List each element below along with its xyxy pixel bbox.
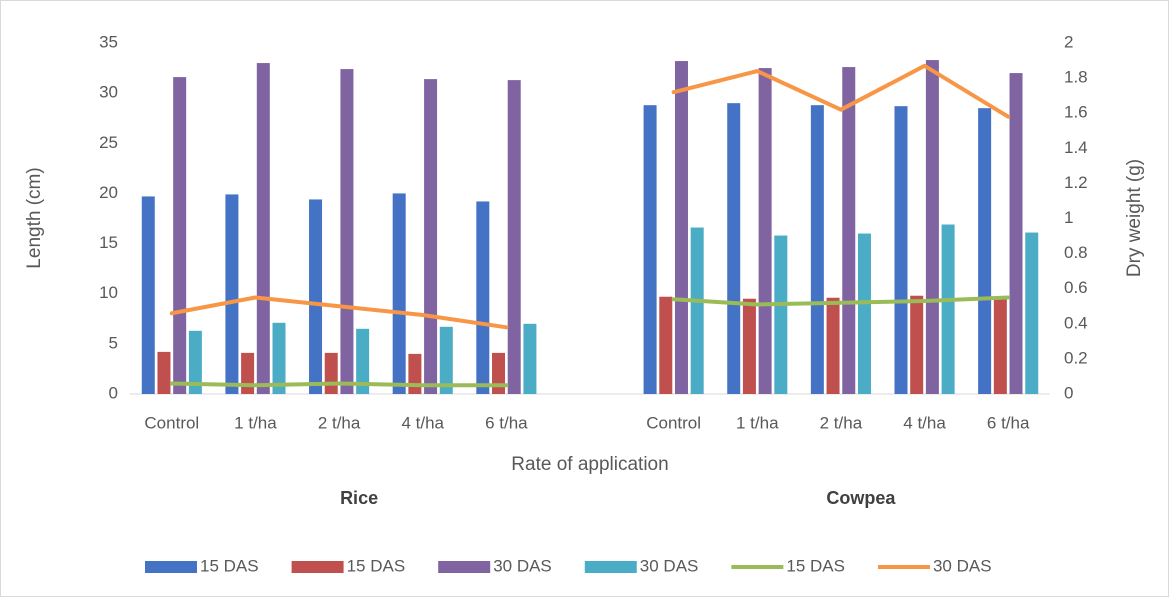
bar — [978, 108, 992, 394]
legend-label: 30 DAS — [933, 556, 992, 575]
bar — [324, 352, 338, 394]
x-tick-label: 6 t/ha — [987, 413, 1030, 432]
x-tick-label: Control — [144, 413, 199, 432]
bar — [492, 352, 506, 394]
x-tick-label: 2 t/ha — [318, 413, 361, 432]
bar — [810, 105, 824, 395]
y2-tick-label: 0 — [1064, 383, 1073, 402]
bar — [910, 295, 924, 394]
y2-tick-label: 0.2 — [1064, 348, 1088, 367]
y-tick-label: 0 — [109, 383, 118, 402]
bar — [941, 224, 955, 394]
y2-tick-label: 0.6 — [1064, 278, 1088, 297]
bar — [523, 323, 537, 394]
x-tick-label: Control — [646, 413, 701, 432]
bar — [256, 63, 270, 395]
x-tick-label: 1 t/ha — [234, 413, 277, 432]
bar — [643, 105, 657, 395]
bar — [774, 235, 788, 394]
y-tick-label: 15 — [99, 233, 118, 252]
bar — [742, 298, 756, 394]
bar — [894, 106, 908, 395]
bar — [1009, 73, 1023, 394]
bar — [157, 351, 171, 394]
y2-tick-label: 1.2 — [1064, 173, 1088, 192]
group-label: Rice — [340, 488, 378, 508]
y2-tick-label: 1.4 — [1064, 138, 1088, 157]
y-axis-title: Length (cm) — [24, 167, 45, 268]
bar — [1025, 232, 1039, 394]
legend-label: 15 DAS — [786, 556, 845, 575]
y-tick-label: 30 — [99, 83, 118, 102]
y-tick-label: 10 — [99, 283, 118, 302]
bar — [842, 67, 856, 394]
bar — [857, 233, 871, 394]
bar — [340, 69, 354, 395]
bar — [826, 297, 840, 394]
x-tick-label: 4 t/ha — [903, 413, 946, 432]
legend-label: 30 DAS — [640, 556, 699, 575]
x-tick-label: 2 t/ha — [820, 413, 863, 432]
y-tick-label: 20 — [99, 183, 118, 202]
y2-tick-label: 1.8 — [1064, 68, 1088, 87]
x-tick-label: 1 t/ha — [736, 413, 779, 432]
y-tick-label: 35 — [99, 32, 118, 51]
legend-swatch — [584, 561, 637, 573]
bar — [272, 322, 286, 394]
y2-tick-label: 2 — [1064, 32, 1073, 51]
legend-label: 30 DAS — [493, 556, 552, 575]
legend-label: 15 DAS — [347, 556, 406, 575]
bar — [674, 61, 688, 395]
legend-swatch — [438, 561, 491, 573]
y-tick-label: 25 — [99, 133, 118, 152]
bar — [356, 328, 370, 394]
bar — [439, 326, 453, 394]
x-tick-label: 6 t/ha — [485, 413, 528, 432]
bar — [758, 68, 772, 395]
legend-swatch — [291, 561, 344, 573]
bar — [659, 296, 673, 394]
bar — [424, 79, 438, 395]
bar — [993, 297, 1007, 394]
y2-tick-label: 1.6 — [1064, 103, 1088, 122]
bar — [408, 353, 422, 394]
bar — [188, 330, 202, 394]
y2-tick-label: 0.4 — [1064, 313, 1088, 332]
y2-tick-label: 0.8 — [1064, 243, 1088, 262]
bar — [225, 194, 239, 394]
bar — [309, 199, 323, 394]
bar — [727, 103, 741, 395]
bar — [241, 352, 255, 394]
y-tick-label: 5 — [109, 333, 118, 352]
x-tick-label: 4 t/ha — [401, 413, 444, 432]
bar — [507, 80, 521, 394]
legend-label: 15 DAS — [200, 556, 259, 575]
bar — [141, 196, 155, 394]
bar — [173, 77, 187, 395]
group-label: Cowpea — [826, 488, 896, 508]
legend-swatch — [145, 561, 197, 573]
bar — [476, 201, 490, 394]
bar — [690, 227, 704, 394]
line — [169, 63, 1011, 330]
y2-tick-label: 1 — [1064, 208, 1073, 227]
bar — [392, 193, 406, 394]
y2-axis-title: Dry weight (g) — [1124, 159, 1145, 277]
x-axis-title: Rate of application — [511, 454, 668, 475]
bar — [925, 60, 939, 394]
line — [169, 295, 1011, 388]
